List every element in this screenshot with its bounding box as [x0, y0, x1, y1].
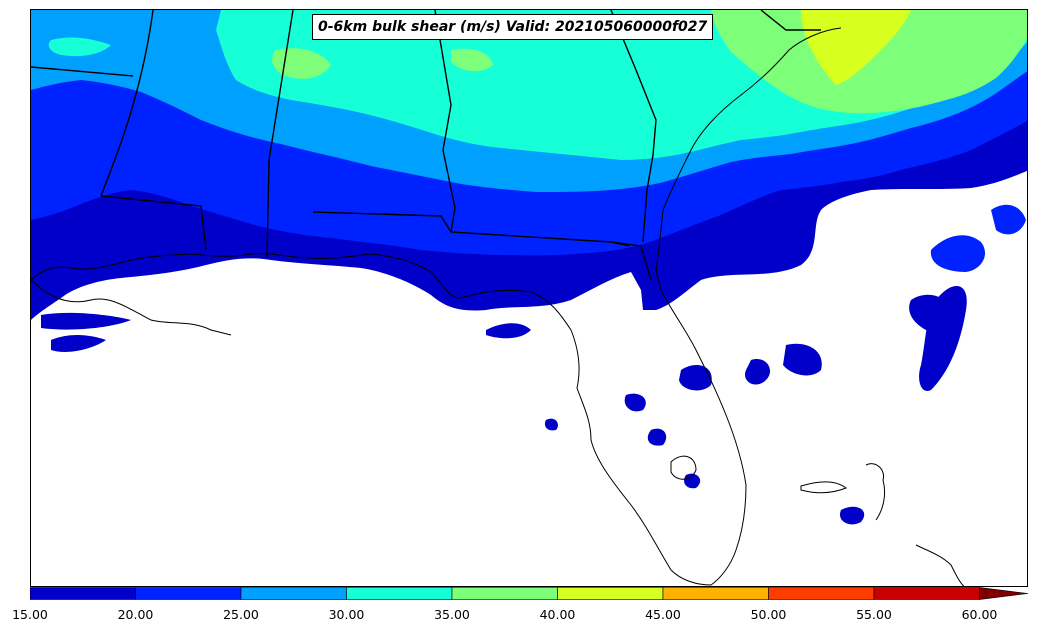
- colorbar: [30, 587, 1029, 600]
- shear-map: [31, 10, 1027, 586]
- contour-20-25-east: [930, 204, 1026, 272]
- state-border-al-ga: [434, 10, 456, 233]
- state-border-ms-al: [266, 10, 294, 259]
- colorbar-tick-label: 20.00: [117, 607, 154, 622]
- colorbar-tick-label: 55.00: [856, 607, 892, 622]
- shear-contours: [31, 10, 1027, 525]
- geographic-boundaries: [31, 10, 965, 586]
- state-border-la-ms: [100, 195, 207, 251]
- state-border-ga-fl: [610, 241, 652, 281]
- state-border-ar-ms: [31, 66, 134, 77]
- colorbar-segment: [451, 587, 558, 600]
- colorbar-segment: [346, 587, 453, 600]
- colorbar-segment: [240, 587, 347, 600]
- bahamas-island-3: [915, 544, 965, 586]
- colorbar-segment: [135, 587, 242, 600]
- colorbar-tick-label: 25.00: [223, 607, 259, 622]
- lake-okeechobee: [670, 455, 697, 480]
- colorbar-tick-label: 15.00: [12, 607, 48, 622]
- colorbar-segment: [557, 587, 664, 600]
- colorbar-tick-label: 50.00: [750, 607, 787, 622]
- bahamas-island: [800, 481, 847, 494]
- colorbar-tick-label: 45.00: [645, 607, 681, 622]
- colorbar-tick-label: 30.00: [328, 607, 365, 622]
- colorbar-extend-arrow: [979, 587, 1029, 600]
- coastline-atlantic: [655, 27, 842, 271]
- colorbar-segment: [873, 587, 980, 600]
- state-border-mississippi-river: [100, 10, 154, 197]
- colorbar-segment: [768, 587, 875, 600]
- colorbar-tick-label: 60.00: [961, 607, 998, 622]
- state-border-sc-nc: [760, 10, 821, 31]
- colorbar-segment: [662, 587, 769, 600]
- contour-15-20-islands: [41, 286, 967, 525]
- bahamas-island-2: [865, 463, 886, 521]
- colorbar-segment: [30, 587, 136, 600]
- colorbar-tick-label: 40.00: [539, 607, 576, 622]
- contour-40-45: [801, 10, 911, 85]
- map-panel: [30, 9, 1028, 587]
- state-border-ga-sc: [610, 10, 657, 243]
- colorbar-tick-label: 35.00: [434, 607, 470, 622]
- coastline-louisiana: [31, 279, 232, 336]
- map-title: 0-6km bulk shear (m/s) Valid: 2021050600…: [312, 14, 714, 40]
- coastline-gulf: [31, 253, 747, 586]
